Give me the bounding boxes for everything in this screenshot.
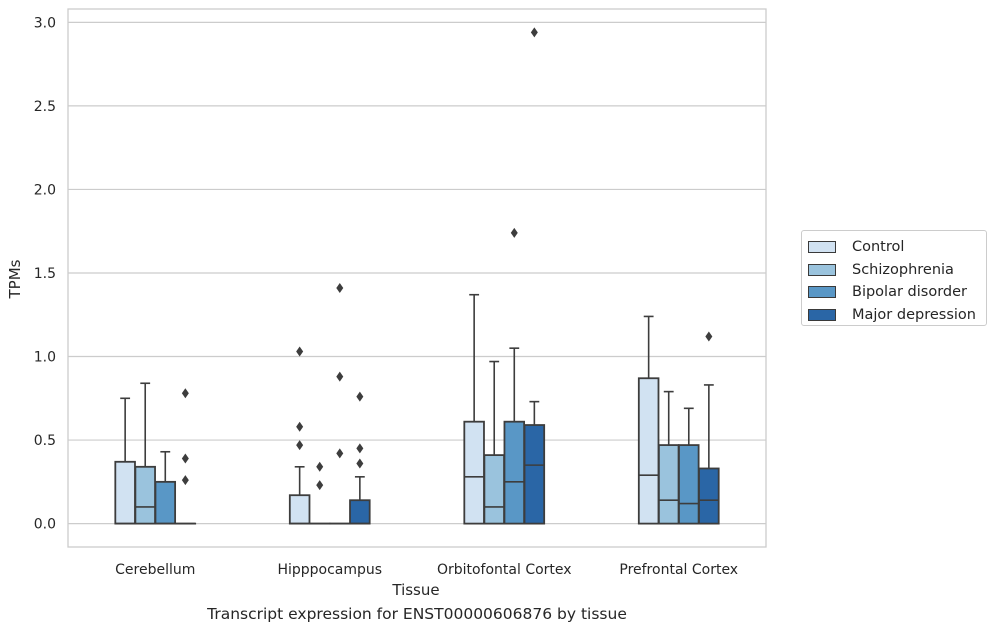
- outlier-point: [530, 27, 538, 38]
- outlier-point: [316, 480, 324, 491]
- outlier-point: [181, 453, 189, 464]
- box-body: [288, 494, 311, 525]
- outlier-point: [181, 388, 189, 399]
- legend-item: Major depression: [808, 304, 986, 327]
- box-body: [678, 444, 700, 525]
- legend: Control Schizophrenia Bipolar disorder Majo…: [801, 230, 987, 326]
- box-control: [637, 315, 660, 525]
- box-body: [349, 499, 371, 525]
- legend-swatch: [808, 263, 836, 276]
- y-tick-label: 1.5: [34, 266, 56, 282]
- legend-label: Bipolar disorder: [852, 284, 967, 301]
- y-tick-label: 3.0: [34, 15, 56, 31]
- box-body: [483, 454, 505, 525]
- outlier-point: [705, 331, 713, 342]
- outlier-point: [296, 346, 304, 357]
- box-body: [463, 420, 485, 525]
- outlier-point: [356, 443, 364, 454]
- box-body: [154, 480, 177, 525]
- box-body: [503, 420, 526, 525]
- box-major-depression: [523, 27, 546, 525]
- box-body: [698, 467, 720, 525]
- outlier-point: [510, 227, 518, 238]
- legend-swatch: [808, 241, 836, 254]
- legend-label: Major depression: [852, 306, 976, 323]
- box-major-depression: [698, 331, 720, 525]
- x-axis-label: Tissue: [391, 581, 439, 599]
- y-tick-label: 0.0: [34, 517, 56, 533]
- outlier-point: [296, 440, 304, 451]
- y-tick-label: 1.0: [34, 350, 56, 366]
- box-schizophrenia: [657, 390, 680, 525]
- y-tick-labels: 0.0 0.5 1.0 1.5 2.0 2.5 3.0: [34, 15, 56, 532]
- outlier-point: [336, 448, 344, 459]
- legend-label: Schizophrenia: [852, 261, 954, 278]
- y-tick-label: 2.0: [34, 182, 56, 198]
- legend-item: Bipolar disorder: [808, 281, 986, 304]
- x-tick-labels: Cerebellum Hipppocampus Orbitofontal Corte…: [115, 562, 738, 578]
- legend-swatch: [808, 308, 836, 321]
- chart-caption: Transcript expression for ENST0000060687…: [207, 605, 627, 623]
- box-body: [637, 377, 660, 525]
- outlier-point: [356, 391, 364, 402]
- x-tick-label: Hipppocampus: [277, 562, 382, 578]
- outlier-point: [181, 475, 189, 486]
- box-major-depression: [174, 388, 197, 525]
- box-bipolar-disorder: [329, 283, 351, 525]
- legend-label: Control: [852, 239, 905, 256]
- box-schizophrenia: [134, 382, 156, 525]
- outlier-point: [296, 421, 304, 432]
- legend-item: Schizophrenia: [808, 259, 986, 282]
- box-bipolar-disorder: [503, 227, 526, 525]
- box-control: [463, 293, 485, 525]
- outlier-point: [316, 461, 324, 472]
- box-major-depression: [349, 391, 371, 525]
- y-tick-label: 0.5: [34, 433, 56, 449]
- box-plot-boxes: [114, 27, 720, 525]
- y-gridlines: [68, 21, 766, 525]
- y-axis-label: TPMs: [6, 259, 24, 299]
- legend-swatch: [808, 286, 836, 299]
- box-control: [288, 346, 311, 525]
- box-bipolar-disorder: [154, 450, 177, 525]
- x-tick-label: Cerebellum: [115, 562, 195, 578]
- legend-item: Control: [808, 236, 986, 259]
- y-tick-label: 2.5: [34, 99, 56, 115]
- box-body: [523, 424, 546, 525]
- box-schizophrenia: [483, 360, 505, 525]
- x-tick-label: Prefrontal Cortex: [619, 562, 738, 578]
- outlier-point: [356, 458, 364, 469]
- box-body: [657, 444, 680, 525]
- x-tick-label: Orbitofontal Cortex: [437, 562, 572, 578]
- box-bipolar-disorder: [678, 407, 700, 525]
- outlier-point: [336, 283, 344, 294]
- box-schizophrenia: [308, 461, 331, 525]
- plot-frame: [67, 8, 767, 548]
- outlier-point: [336, 371, 344, 382]
- box-body: [114, 460, 136, 525]
- box-body: [134, 465, 156, 525]
- box-control: [114, 397, 136, 525]
